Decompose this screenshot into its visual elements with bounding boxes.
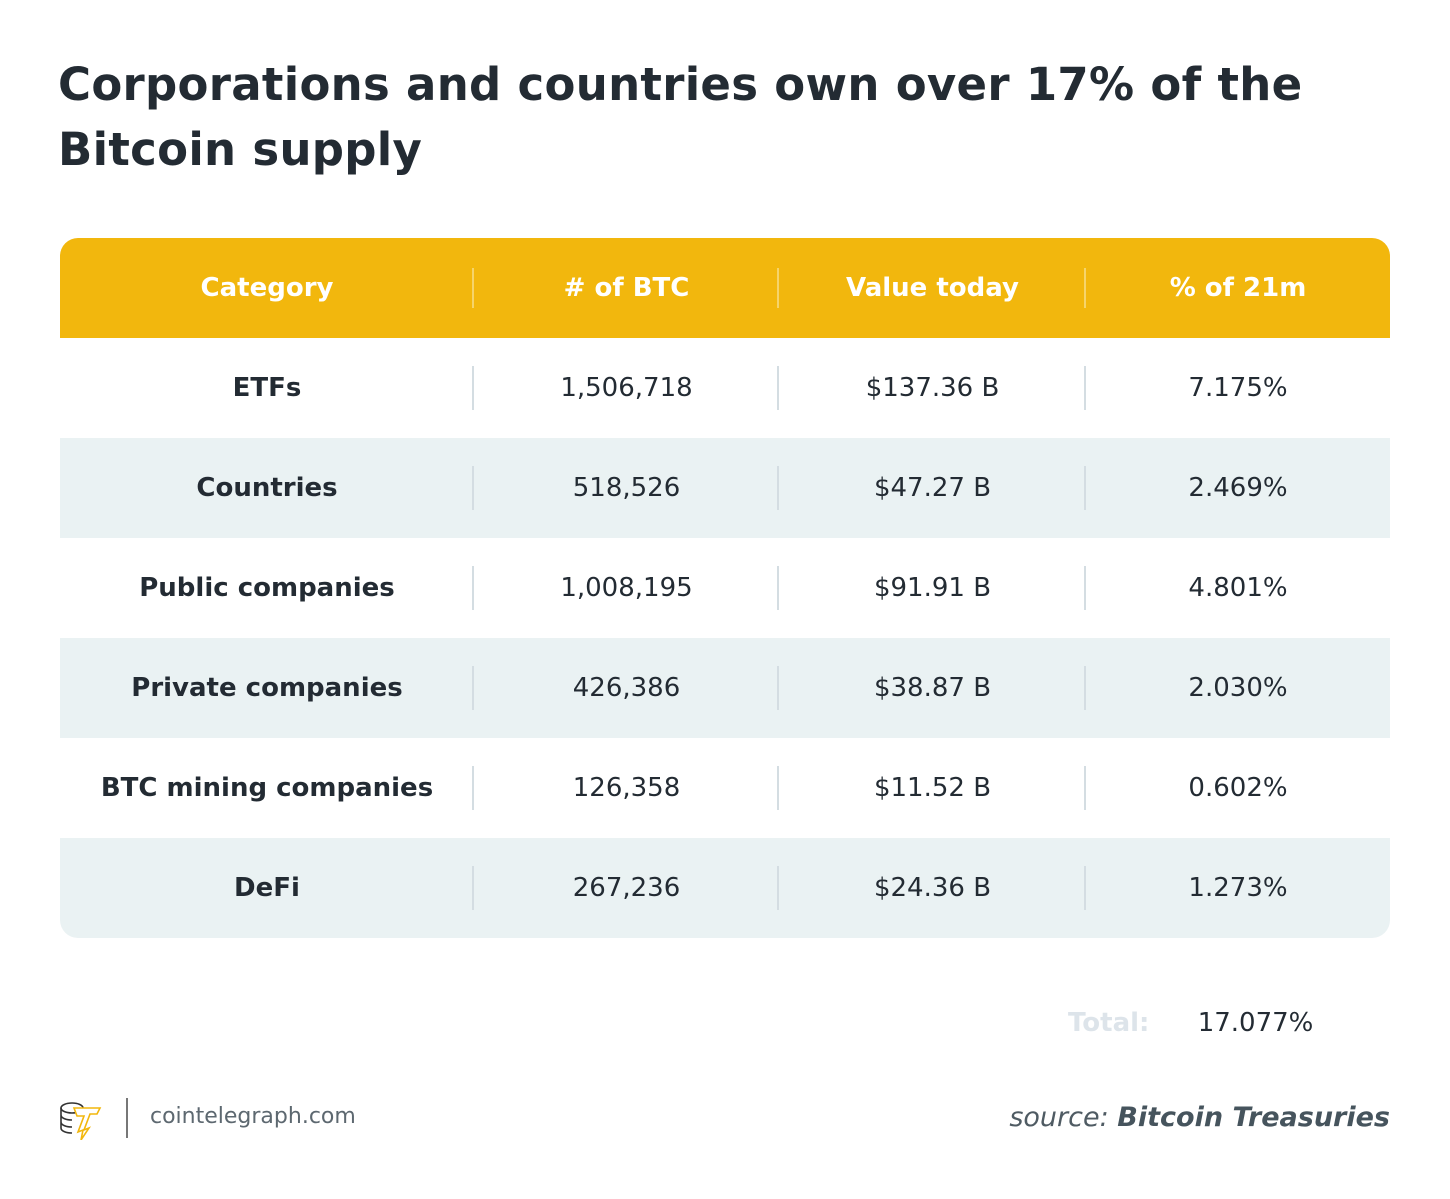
cell-value: $38.87 B [779, 638, 1086, 738]
source-name: Bitcoin Treasuries [1117, 1102, 1390, 1133]
cell-percent: 0.602% [1188, 773, 1288, 803]
cell-category: Public companies [60, 538, 474, 638]
table-row: Public companies 1,008,195 $91.91 B 4.801% [60, 538, 1390, 638]
header-value: Value today [779, 238, 1086, 338]
total-value: 17.077% [1197, 1008, 1314, 1038]
cell-value: $11.52 B [779, 738, 1086, 838]
cell-category: Countries [60, 438, 474, 538]
cell-btc: 518,526 [474, 438, 779, 538]
cell-value: $91.91 B [779, 538, 1086, 638]
total: Total: 17.077% [1068, 1008, 1313, 1038]
cell-btc: 1,008,195 [474, 538, 779, 638]
cell-percent: 2.030% [1188, 673, 1288, 703]
total-label: Total: [1068, 1008, 1150, 1038]
page-title: Corporations and countries own over 17% … [58, 58, 1303, 176]
cell-percent: 2.469% [1188, 473, 1288, 503]
table-row: ETFs 1,506,718 $137.36 B 7.175% [60, 338, 1390, 438]
cell-category: BTC mining companies [60, 738, 474, 838]
site-name: cointelegraph.com [150, 1104, 356, 1129]
cell-btc: 267,236 [474, 838, 779, 938]
cell-value: $24.36 B [779, 838, 1086, 938]
holdings-table: Category # of BTC Value today % of 21m E… [60, 238, 1390, 938]
header-percent: % of 21m [1169, 273, 1307, 303]
source-label: source: [1009, 1102, 1109, 1133]
table-header-row: Category # of BTC Value today % of 21m [60, 238, 1390, 338]
table-row: Private companies 426,386 $38.87 B 2.030% [60, 638, 1390, 738]
cell-category: DeFi [60, 838, 474, 938]
cell-btc: 126,358 [474, 738, 779, 838]
cell-category: ETFs [60, 338, 474, 438]
source: source: Bitcoin Treasuries [1009, 1102, 1390, 1133]
cointelegraph-logo-icon [60, 1102, 102, 1140]
cell-percent: 4.801% [1188, 573, 1288, 603]
header-category: Category [60, 238, 474, 338]
table-row: BTC mining companies 126,358 $11.52 B 0.602… [60, 738, 1390, 838]
cell-btc: 1,506,718 [474, 338, 779, 438]
cell-value: $47.27 B [779, 438, 1086, 538]
table-row: Countries 518,526 $47.27 B 2.469% [60, 438, 1390, 538]
footer-divider [126, 1098, 128, 1138]
cell-percent: 7.175% [1188, 373, 1288, 403]
cell-btc: 426,386 [474, 638, 779, 738]
cell-percent: 1.273% [1188, 873, 1288, 903]
table-row: DeFi 267,236 $24.36 B 1.273% [60, 838, 1390, 938]
cell-value: $137.36 B [779, 338, 1086, 438]
cell-category: Private companies [60, 638, 474, 738]
header-btc: # of BTC [474, 238, 779, 338]
